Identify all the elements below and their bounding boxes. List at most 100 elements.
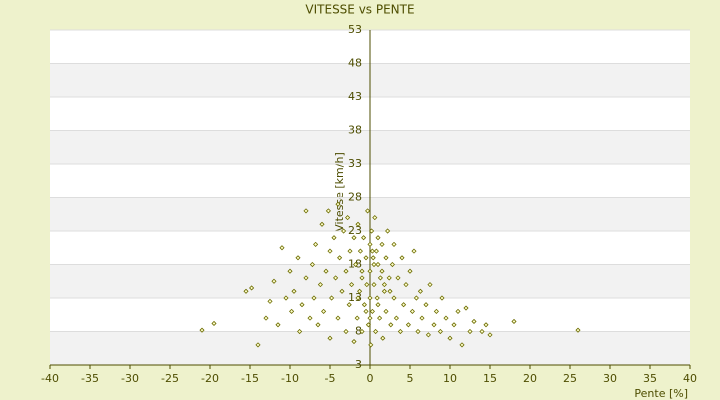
data-point	[393, 315, 399, 321]
data-point	[267, 298, 273, 304]
data-point	[372, 215, 378, 221]
data-point	[361, 302, 367, 308]
data-point	[371, 261, 377, 268]
data-point	[297, 328, 303, 335]
data-point	[367, 241, 373, 247]
x-tick-label: -40	[41, 372, 59, 385]
data-point	[370, 255, 376, 261]
data-point	[337, 255, 343, 261]
data-point	[363, 308, 369, 314]
data-point	[349, 282, 355, 288]
data-point	[335, 201, 341, 207]
x-tick-label: 25	[563, 372, 577, 385]
data-point	[367, 315, 373, 321]
data-point	[359, 328, 365, 335]
data-point	[403, 282, 409, 288]
data-point	[401, 302, 407, 308]
data-point	[364, 282, 370, 288]
data-point	[443, 315, 449, 321]
data-point	[407, 268, 413, 274]
data-point	[365, 322, 371, 328]
data-point	[377, 275, 383, 281]
data-point	[379, 241, 385, 247]
data-point	[363, 255, 369, 261]
data-point	[399, 255, 405, 261]
data-point	[307, 315, 313, 321]
data-point	[335, 315, 341, 321]
y-tick-label: 48	[348, 57, 362, 70]
x-tick-label: 20	[523, 372, 537, 385]
data-point	[575, 327, 581, 333]
data-point	[309, 261, 315, 268]
data-point	[333, 275, 339, 281]
data-point	[411, 248, 417, 254]
data-point	[479, 328, 485, 335]
data-point	[471, 318, 477, 325]
data-point	[346, 302, 352, 308]
data-point	[211, 320, 217, 327]
data-point	[317, 282, 323, 288]
data-point	[243, 288, 249, 294]
x-tick-label: 30	[603, 372, 617, 385]
data-point	[343, 328, 349, 335]
data-point	[365, 208, 371, 214]
data-point	[375, 261, 381, 268]
data-point	[431, 322, 437, 328]
data-point	[339, 288, 345, 294]
data-point	[413, 295, 419, 301]
x-tick-label: -10	[281, 372, 299, 385]
data-point	[463, 305, 469, 311]
y-tick-label: 28	[348, 191, 362, 204]
data-point	[319, 221, 325, 227]
data-point	[327, 335, 333, 341]
data-point	[377, 315, 383, 321]
data-point	[386, 275, 392, 281]
x-tick-label: 40	[683, 372, 697, 385]
data-point	[373, 248, 379, 254]
data-point	[255, 342, 261, 348]
data-point	[351, 235, 357, 241]
data-point	[351, 338, 357, 345]
data-point	[321, 308, 327, 314]
data-point	[357, 248, 363, 254]
data-point	[367, 295, 373, 301]
data-point	[433, 308, 439, 314]
data-point	[329, 295, 335, 301]
data-point	[271, 278, 277, 284]
data-point	[381, 282, 387, 288]
data-point	[467, 328, 473, 335]
data-point	[385, 228, 391, 234]
data-point	[299, 302, 305, 308]
data-point	[439, 295, 445, 301]
data-point	[451, 322, 457, 328]
data-point	[425, 332, 431, 338]
data-point	[283, 295, 289, 301]
data-point	[345, 215, 351, 221]
x-tick-label: 15	[483, 372, 497, 385]
x-tick-label: 5	[407, 372, 414, 385]
data-point	[409, 308, 415, 314]
y-tick-label: 43	[348, 90, 362, 103]
data-point	[447, 335, 453, 341]
x-tick-label: 10	[443, 372, 457, 385]
data-point	[291, 288, 297, 294]
data-point	[387, 288, 393, 294]
data-point	[303, 208, 309, 214]
data-point	[369, 248, 375, 254]
x-tick-label: -20	[201, 372, 219, 385]
y-tick-label: 8	[355, 325, 362, 338]
data-point	[249, 285, 255, 291]
data-point	[375, 235, 381, 241]
data-point	[354, 315, 360, 321]
data-point	[419, 315, 425, 321]
data-point	[415, 328, 421, 335]
data-point	[427, 282, 433, 288]
data-point	[369, 308, 375, 314]
data-point	[303, 275, 309, 281]
data-point	[381, 288, 387, 294]
data-point	[355, 221, 361, 227]
data-point	[383, 308, 389, 314]
x-tick-label: 0	[367, 372, 374, 385]
data-point	[323, 268, 329, 274]
